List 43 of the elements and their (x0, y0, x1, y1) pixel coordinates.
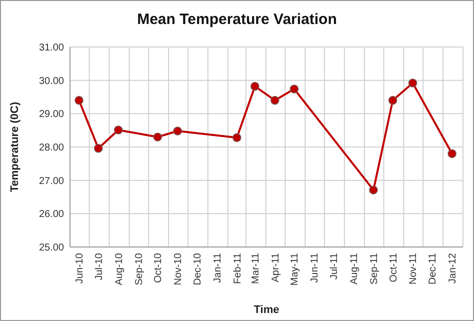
point (94, 144, 103, 153)
point (153, 132, 162, 142)
x-tick-label: Oct-11 (388, 252, 400, 282)
y-tick-label: 28.00 (38, 142, 64, 154)
y-tick-label: 27.00 (38, 176, 64, 187)
point (408, 78, 418, 88)
y-tick-label: 29.00 (38, 109, 64, 120)
point (388, 96, 398, 105)
y-tick-label: 31.00 (38, 42, 64, 54)
y-axis-title: Temperature (0C) (9, 102, 21, 192)
y-tick-label: 25.00 (38, 242, 64, 254)
x-axis-title: Time (254, 304, 280, 316)
x-tick-label: Jul-11 (329, 252, 340, 280)
x-tick-label: Apr-11 (270, 252, 282, 282)
point (290, 84, 299, 94)
y-tick-label: 26.00 (38, 209, 64, 220)
x-tick-label: Mar-11 (250, 252, 262, 284)
x-tick-label: Aug-10 (114, 252, 125, 286)
point (270, 96, 280, 105)
point (232, 133, 242, 142)
point (250, 82, 260, 91)
x-tick-label: Sep-11 (368, 252, 380, 285)
x-tick-label: Jan-11 (212, 252, 224, 283)
point (74, 96, 84, 105)
x-tick-label: Nov-11 (408, 252, 420, 284)
x-tick-label: Oct-10 (153, 252, 164, 284)
chart-title: Mean Temperature Variation (137, 11, 337, 28)
point (173, 126, 182, 136)
x-tick-label: Aug-11 (348, 252, 360, 285)
x-tick-label: Feb-11 (232, 252, 244, 284)
x-tick-label: Jan-12 (448, 252, 459, 284)
y-tick-label: 30.00 (38, 76, 64, 87)
x-tick-label: Dec-10 (192, 252, 204, 286)
x-tick-label: Dec-11 (428, 252, 439, 284)
x-tick-label: May-11 (290, 252, 301, 286)
x-tick-label: Nov-10 (173, 252, 184, 286)
point (369, 186, 378, 194)
x-tick-label: Sep-10 (134, 252, 145, 286)
x-tick-label: Jun-10 (74, 252, 86, 284)
point (114, 126, 123, 134)
x-tick-label: Jul-10 (94, 252, 105, 280)
point (448, 149, 456, 158)
x-tick-label: Jun-11 (310, 252, 321, 283)
